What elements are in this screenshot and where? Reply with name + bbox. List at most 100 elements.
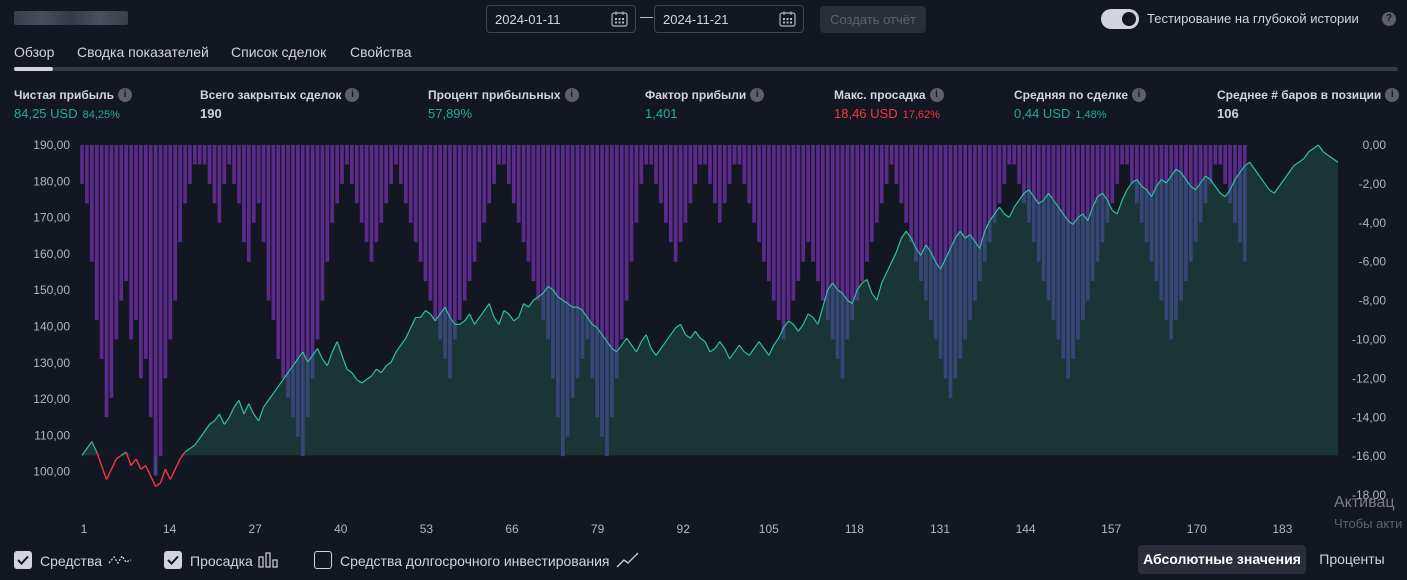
drawdown-overlap-bar [914, 248, 918, 262]
drawdown-bar [389, 145, 393, 184]
x-axis-tick: 40 [334, 522, 348, 536]
drawdown-bar [467, 145, 472, 282]
drawdown-overlap-bar [453, 324, 457, 340]
info-icon[interactable]: i [117, 87, 132, 102]
drawdown-bar [85, 145, 89, 204]
drawdown-overlap [153, 165, 1247, 476]
drawdown-bar [997, 145, 1002, 204]
drawdown-overlap-bar [1144, 189, 1149, 243]
info-icon[interactable]: i [345, 87, 360, 102]
calendar-icon[interactable] [779, 11, 796, 27]
drawdown-bar [1002, 145, 1007, 184]
drawdown-bar [1031, 145, 1036, 243]
activation-watermark-sub: Чтобы акти [1334, 516, 1403, 531]
drawdown-overlap-bar [158, 455, 163, 457]
info-icon[interactable]: ? [1382, 12, 1396, 26]
drawdown-bar [614, 145, 619, 379]
drawdown-bar [673, 145, 678, 262]
drawdown-overlap-bar [595, 327, 600, 418]
drawdown-overlap-bar [443, 307, 447, 359]
tab-overview[interactable]: Обзор [14, 44, 55, 60]
metric-label: Чистая прибыль [14, 88, 114, 102]
info-icon[interactable]: i [564, 87, 579, 102]
drawdown-overlap-bar [1154, 186, 1159, 282]
left-axis-tick: 160,00 [33, 247, 70, 261]
drawdown-bar [717, 145, 722, 223]
drawdown-bar [438, 145, 443, 340]
strategy-name-blurred [14, 11, 128, 25]
date-to-value: 2024-11-21 [663, 12, 729, 27]
drawdown-bar [487, 145, 492, 204]
drawdown-bar [482, 145, 487, 223]
drawdown-bar [364, 145, 369, 243]
drawdown-bar [271, 145, 276, 320]
drawdown-bar [580, 145, 585, 359]
x-axis-tick: 14 [163, 522, 177, 536]
metric-sub-value: 17,62% [902, 109, 940, 121]
drawdown-bar [114, 145, 119, 340]
absolute-values-button[interactable]: Абсолютные значения [1138, 545, 1306, 574]
drawdown-bar [791, 145, 796, 301]
drawdown-bar [443, 145, 447, 359]
equity-checkbox[interactable] [14, 551, 32, 569]
drawdown-bar [227, 145, 232, 165]
drawdown-overlap-bar [1031, 196, 1036, 243]
drawdown-bar [727, 145, 732, 184]
equity-drawdown-chart[interactable]: 190,00180,00170,00160,00150,00140,00130,… [0, 135, 1407, 545]
drawdown-bar [624, 145, 629, 301]
tab-properties[interactable]: Свойства [350, 44, 412, 60]
drawdown-checkbox[interactable] [164, 551, 182, 569]
deep-history-toggle[interactable] [1101, 9, 1139, 29]
drawdown-bar [251, 145, 256, 223]
drawdown-bar [585, 145, 590, 340]
drawdown-bar [737, 145, 742, 165]
left-axis-tick: 100,00 [33, 465, 70, 479]
info-icon[interactable]: i [1385, 87, 1400, 102]
drawdown-bar [492, 145, 496, 184]
drawdown-overlap-bar [919, 255, 923, 282]
drawdown-bar [752, 145, 757, 223]
tab-trades-list[interactable]: Список сделок [231, 44, 327, 60]
date-to-input[interactable]: 2024-11-21 [654, 5, 804, 33]
right-axis-tick: -18,00 [1352, 488, 1386, 502]
drawdown-bar [973, 145, 977, 301]
info-icon[interactable]: i [750, 87, 765, 102]
drawdown-bar [124, 145, 129, 282]
create-report-button[interactable]: Создать отчёт [820, 6, 926, 33]
drawdown-bar [448, 145, 452, 379]
percent-values-button[interactable]: Проценты [1319, 551, 1385, 567]
drawdown-overlap-bar [1242, 165, 1247, 262]
tab-performance-summary[interactable]: Сводка показателей [77, 44, 209, 60]
drawdown-bar [399, 145, 403, 184]
drawdown-overlap-bar [1085, 220, 1090, 301]
drawdown-bar [757, 145, 761, 243]
drawdown-bar [747, 145, 752, 204]
metric-value: 57,89% [428, 106, 473, 121]
buy-and-hold-checkbox[interactable] [314, 551, 332, 569]
drawdown-overlap-bar [953, 238, 958, 379]
drawdown-overlap-bar [840, 293, 845, 379]
drawdown-overlap-bar [973, 241, 977, 301]
info-icon[interactable]: i [929, 87, 944, 102]
drawdown-overlap-bar [153, 455, 158, 476]
drawdown-overlap-bar [1238, 172, 1242, 243]
right-axis-tick: -2,00 [1359, 177, 1387, 191]
info-icon[interactable]: i [1132, 87, 1147, 102]
left-axis-tick: 110,00 [34, 428, 70, 442]
drawdown-bar [511, 145, 516, 204]
drawdown-overlap-bar [1169, 176, 1174, 340]
drawdown-bar [663, 145, 668, 223]
calendar-icon[interactable] [611, 11, 628, 27]
metric-value: 18,46 USD [834, 106, 898, 121]
drawdown-bar [855, 145, 860, 301]
drawdown-bar [173, 145, 178, 301]
x-axis-tick: 118 [845, 522, 864, 536]
drawdown-bar [168, 145, 173, 340]
date-from-input[interactable]: 2024-01-11 [486, 5, 636, 33]
x-axis-tick: 144 [1016, 522, 1036, 536]
drawdown-overlap-bar [1179, 172, 1183, 301]
drawdown-bar [1139, 145, 1144, 223]
drawdown-bar [286, 145, 290, 398]
drawdown-bar [310, 145, 315, 379]
right-axis-tick: -14,00 [1352, 410, 1386, 424]
